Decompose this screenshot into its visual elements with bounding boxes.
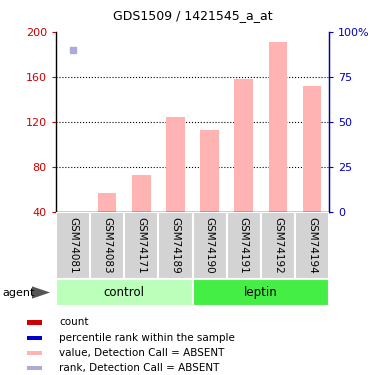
Bar	[268, 42, 287, 212]
Text: GSM74190: GSM74190	[204, 217, 214, 274]
Text: control: control	[104, 286, 145, 299]
Text: percentile rank within the sample: percentile rank within the sample	[59, 333, 235, 343]
Bar	[234, 79, 253, 212]
Bar	[132, 175, 151, 212]
Bar	[227, 212, 261, 279]
Bar	[27, 366, 42, 370]
Text: GSM74081: GSM74081	[68, 217, 78, 274]
Bar	[261, 212, 295, 279]
Bar	[295, 212, 329, 279]
Text: value, Detection Call = ABSENT: value, Detection Call = ABSENT	[59, 348, 224, 358]
Text: agent: agent	[2, 288, 34, 297]
Text: rank, Detection Call = ABSENT: rank, Detection Call = ABSENT	[59, 363, 219, 373]
Text: GSM74191: GSM74191	[239, 217, 249, 274]
Bar	[27, 336, 42, 340]
Bar	[200, 130, 219, 212]
Text: GSM74192: GSM74192	[273, 217, 283, 274]
Bar	[303, 86, 321, 212]
Bar	[192, 212, 227, 279]
Bar	[27, 351, 42, 355]
Text: GSM74171: GSM74171	[136, 217, 146, 274]
Bar	[98, 193, 117, 212]
Bar	[124, 212, 158, 279]
Text: leptin: leptin	[244, 286, 278, 299]
Point	[104, 24, 110, 30]
Bar	[90, 212, 124, 279]
Text: count: count	[59, 317, 89, 327]
Text: GSM74189: GSM74189	[171, 217, 181, 274]
Text: GDS1509 / 1421545_a_at: GDS1509 / 1421545_a_at	[113, 9, 272, 22]
Point	[70, 47, 76, 53]
Bar	[166, 117, 185, 212]
Bar	[192, 279, 329, 306]
Text: GSM74083: GSM74083	[102, 217, 112, 274]
Bar	[158, 212, 192, 279]
Bar	[56, 279, 192, 306]
Point	[138, 6, 144, 12]
Bar	[27, 320, 42, 324]
Bar	[56, 212, 90, 279]
Text: GSM74194: GSM74194	[307, 217, 317, 274]
Polygon shape	[32, 286, 50, 299]
